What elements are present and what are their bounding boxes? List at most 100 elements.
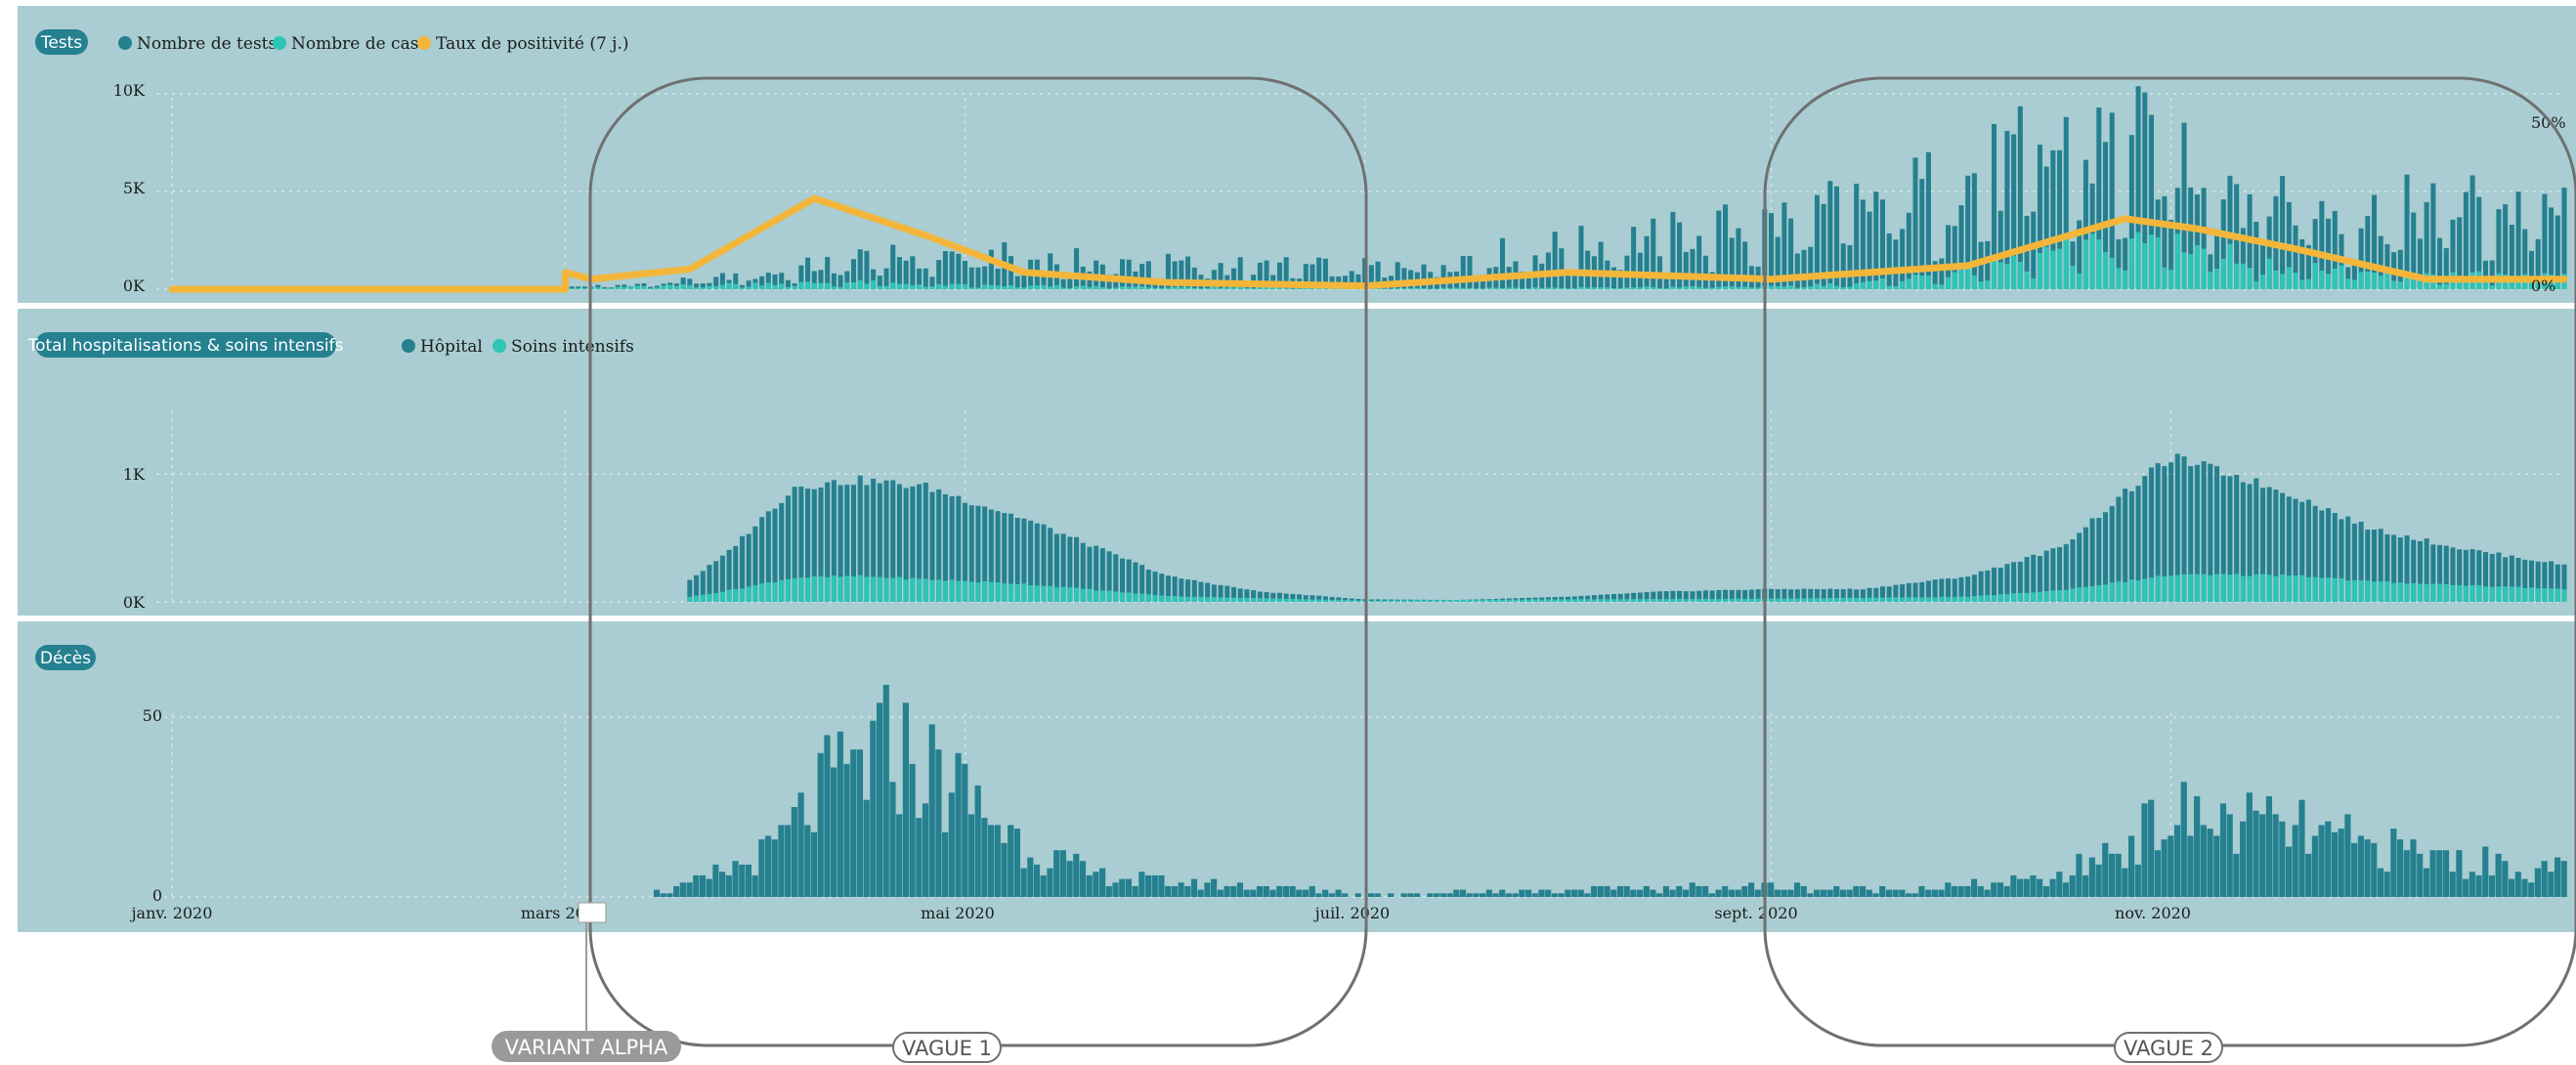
tests-bar (2411, 212, 2417, 289)
hospital-bar (2404, 534, 2410, 602)
cases-bar (1591, 287, 1597, 289)
deaths-bar (797, 792, 804, 897)
hospital-bar (2326, 508, 2332, 602)
icu-bar (2522, 587, 2528, 602)
tests-bar (949, 251, 955, 289)
cases-bar (805, 281, 811, 289)
icu-bar (713, 592, 719, 602)
deaths-bar (1964, 885, 1971, 897)
hospital-bar (1925, 580, 1931, 602)
cases-bar (2109, 257, 2115, 289)
deaths-bar (725, 874, 732, 897)
deaths-bar (1230, 885, 1237, 897)
deaths-bar (1833, 885, 1840, 897)
icu-bar (792, 577, 797, 602)
cases-bar (850, 282, 857, 289)
icu-bar (2332, 577, 2338, 602)
cases-bar (759, 285, 765, 289)
deaths-bar (1826, 889, 1833, 897)
hospital-bar (903, 488, 909, 602)
deaths-bar (1636, 889, 1644, 897)
tests-bar (1919, 179, 1925, 289)
deaths-bar (1256, 885, 1264, 897)
deaths-bar (745, 864, 752, 897)
tests-bar (2378, 235, 2383, 289)
deaths-bar (2042, 885, 2049, 897)
deaths-bar (1650, 889, 1656, 897)
cases-bar (1119, 286, 1126, 289)
cases-bar (2384, 270, 2390, 289)
cases-bar (1742, 286, 1748, 289)
tests-bar (1060, 278, 1066, 289)
hospital-bar (2305, 499, 2311, 602)
cases-bar (942, 285, 948, 289)
hospital-bar (1782, 588, 1787, 602)
hospital-bar (1145, 570, 1151, 602)
tests-bar (1860, 199, 1866, 289)
deaths-ytick-50: 50 (143, 706, 162, 725)
deaths-bar (1597, 885, 1604, 897)
hospital-bar (2240, 482, 2246, 602)
tests-bar (883, 268, 889, 289)
icu-bar (1211, 597, 1217, 602)
hospital-bar (2443, 545, 2449, 602)
cases-bar (1264, 286, 1269, 289)
cases-bar (1520, 288, 1525, 289)
icu-bar (2063, 589, 2069, 602)
cases-bar (2555, 278, 2560, 289)
hospital-bar (1002, 513, 1008, 602)
cases-bar (1610, 288, 1617, 289)
deaths-bar (2253, 810, 2259, 897)
hospital-bar (2227, 476, 2233, 602)
tests-bar (1906, 212, 1911, 289)
hospital-bar (1637, 592, 1643, 602)
deaths-bar (1800, 885, 1807, 897)
tests-bar (1021, 274, 1027, 289)
deaths-bar (843, 763, 850, 897)
icu-bar (2542, 588, 2548, 602)
deaths-bar (2194, 795, 2201, 897)
deaths-bar (1519, 889, 1525, 897)
icu-bar (1637, 599, 1643, 602)
deaths-bar (1754, 889, 1761, 897)
cases-bar (1939, 284, 1945, 289)
cases-bar (622, 286, 627, 289)
tests-bar (850, 259, 857, 289)
icu-bar (1782, 598, 1787, 602)
tests-bar (719, 273, 725, 289)
deaths-bar (2357, 835, 2364, 897)
tests-bar (1840, 243, 1846, 289)
tests-bar (1696, 235, 1702, 289)
hospital-bar (1932, 579, 1938, 602)
deaths-bar (1125, 878, 1133, 897)
deaths-bar (2436, 850, 2443, 897)
cases-bar (1211, 286, 1217, 289)
icu-bar (2208, 575, 2213, 602)
cases-bar (707, 285, 712, 289)
deaths-bar (2338, 829, 2344, 897)
deaths-bar (2488, 874, 2496, 897)
tests-bar (825, 257, 831, 289)
icu-bar (2089, 586, 2095, 602)
wave1-pill (892, 1032, 1002, 1063)
hospital-bar (1034, 523, 1040, 602)
tests-bar (2299, 238, 2305, 289)
tests-bar (1709, 272, 1715, 289)
tests-bar (2096, 107, 2102, 289)
deaths-bar (1662, 885, 1669, 897)
icu-bar (1742, 598, 1748, 602)
tests-bar (2371, 194, 2378, 289)
cases-bar (2280, 274, 2286, 289)
tests-bar (1729, 237, 1735, 289)
deaths-bar (1860, 885, 1867, 897)
cases-bar (1605, 287, 1610, 289)
cases-bar (1139, 286, 1145, 289)
deaths-bar (666, 893, 673, 897)
icu-bar (1775, 598, 1781, 602)
deaths-bar (2233, 853, 2240, 897)
deaths-bar (876, 703, 883, 897)
deaths-bar (1112, 882, 1119, 897)
cases-bar (1525, 288, 1531, 289)
icu-bar (1408, 600, 1414, 602)
hospital-bar (707, 565, 712, 602)
